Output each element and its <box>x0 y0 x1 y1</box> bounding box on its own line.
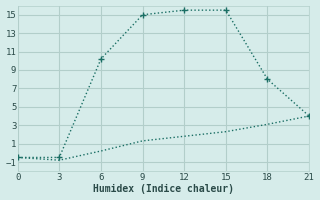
X-axis label: Humidex (Indice chaleur): Humidex (Indice chaleur) <box>93 184 234 194</box>
